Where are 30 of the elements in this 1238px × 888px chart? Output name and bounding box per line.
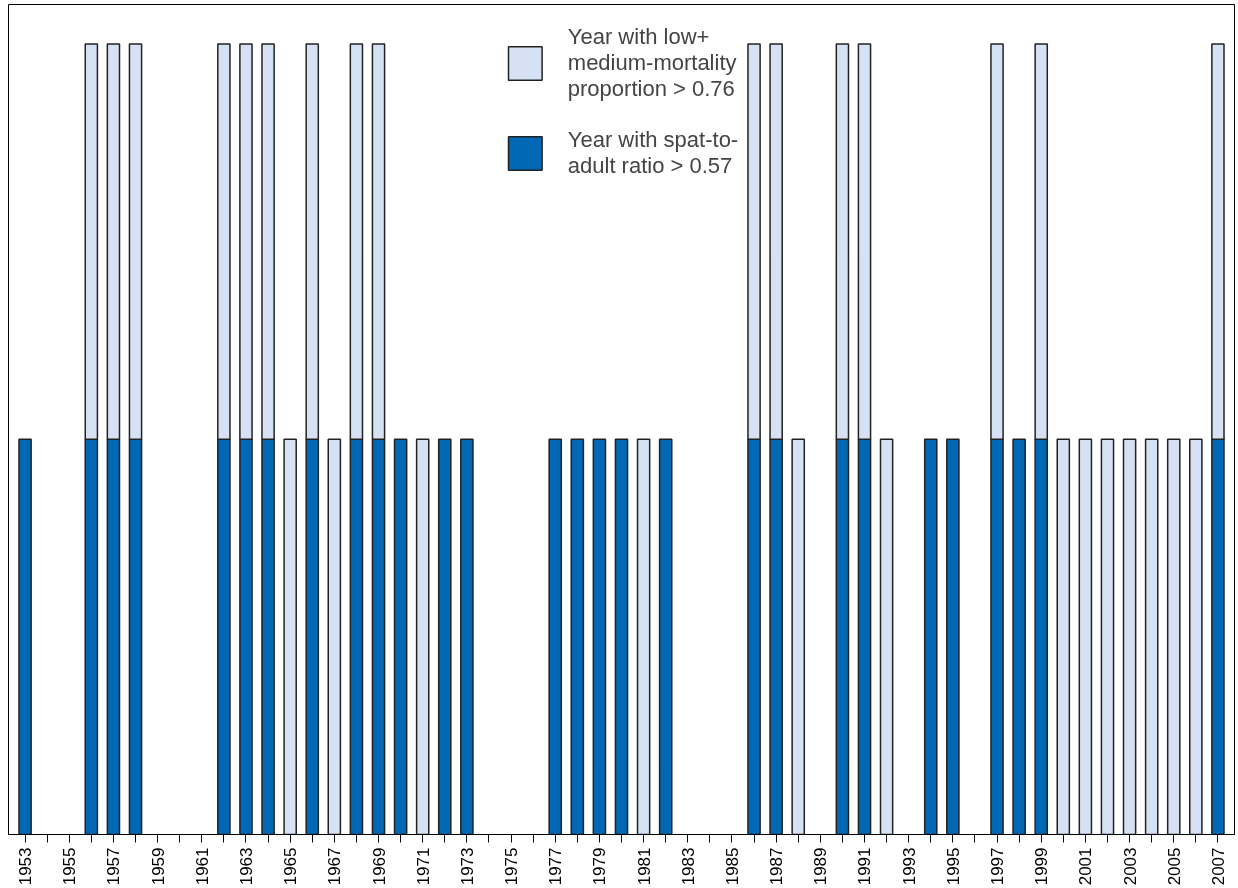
legend-label: Year with low+ medium-mortality proportion > 0.76 xyxy=(567,24,737,102)
x-tick-label: 1963 xyxy=(236,847,256,886)
x-tick-label: 1959 xyxy=(148,847,168,886)
x-tick-label: 2001 xyxy=(1076,847,1096,886)
x-tick-label: 1961 xyxy=(192,847,212,886)
x-tick-label: 1979 xyxy=(590,847,610,886)
x-tick-label: 1983 xyxy=(678,847,698,886)
x-tick-label: 2005 xyxy=(1164,847,1184,886)
x-tick-label: 1975 xyxy=(502,847,522,886)
x-tick-label: 1955 xyxy=(60,847,80,886)
x-tick-label: 1989 xyxy=(811,847,831,886)
legend-label: Year with spat-to- adult ratio > 0.57 xyxy=(567,127,739,179)
x-tick-label: 2007 xyxy=(1208,847,1228,886)
x-tick-label: 2003 xyxy=(1120,847,1140,886)
x-tick-label: 1977 xyxy=(546,847,566,886)
x-tick-label: 1993 xyxy=(899,847,919,886)
x-tick-label: 1953 xyxy=(16,847,36,886)
x-tick-label: 1995 xyxy=(943,847,963,886)
x-tick-label: 1981 xyxy=(634,847,654,886)
x-tick-label: 1965 xyxy=(281,847,301,886)
x-tick-label: 1957 xyxy=(104,847,124,886)
x-tick-label: 1999 xyxy=(1032,847,1052,886)
x-tick-label: 1973 xyxy=(457,847,477,886)
x-tick-label: 1997 xyxy=(988,847,1008,886)
x-tick-label: 1991 xyxy=(855,847,875,886)
x-tick-label: 1967 xyxy=(325,847,345,886)
x-tick-label: 1969 xyxy=(369,847,389,886)
x-tick-label: 1987 xyxy=(767,847,787,886)
x-tick-label: 1985 xyxy=(722,847,742,886)
x-tick-label: 1971 xyxy=(413,847,433,886)
